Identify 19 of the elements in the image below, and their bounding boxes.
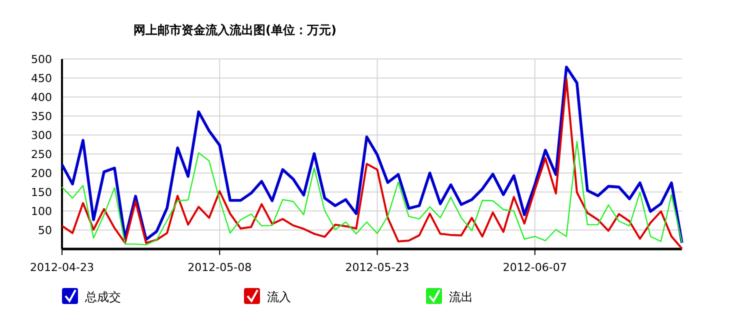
x-tick-label: 2012-05-08	[188, 261, 252, 274]
legend-label: 流出	[449, 290, 473, 304]
line-series	[61, 140, 683, 246]
y-tick-label: 350	[31, 110, 52, 123]
y-tick-label: 50	[38, 224, 52, 237]
y-tick-label: 300	[31, 129, 52, 142]
x-tick-label: 2012-04-23	[30, 261, 94, 274]
y-tick-label: 150	[31, 186, 52, 199]
y-tick-label: 200	[31, 167, 52, 180]
y-tick-label: 100	[31, 205, 52, 218]
y-tick-label: 450	[31, 72, 52, 85]
x-tick-label: 2012-06-07	[502, 261, 567, 274]
chart-title: 网上邮市资金流入流出图(单位：万元)	[134, 23, 336, 37]
y-tick-label: 250	[31, 148, 52, 161]
legend-label: 总成交	[84, 290, 121, 304]
y-tick-label: 500	[31, 53, 52, 66]
legend-label: 流入	[267, 290, 291, 304]
y-tick-label: 400	[31, 91, 52, 104]
x-tick-label: 2012-05-23	[345, 261, 410, 274]
